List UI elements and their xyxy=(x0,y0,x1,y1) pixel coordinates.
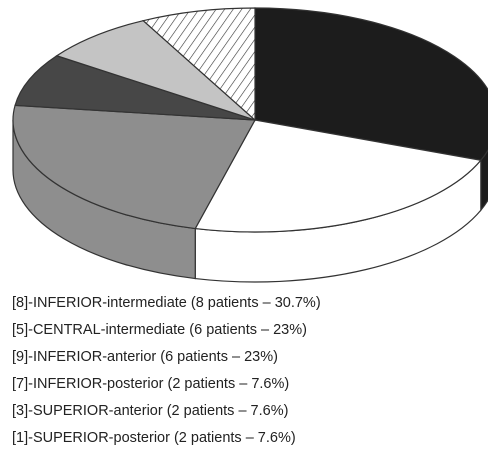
slice xyxy=(194,119,482,233)
slice xyxy=(254,7,488,161)
legend-label: [5]-CENTRAL-intermediate (6 patients – 2… xyxy=(12,322,307,338)
slice xyxy=(142,7,256,122)
slice xyxy=(12,104,256,230)
legend-label: [3]-SUPERIOR-anterior (2 patients – 7.6%… xyxy=(12,403,288,419)
slice xyxy=(55,19,256,121)
legend-label: [7]-INFERIOR-posterior (2 patients – 7.6… xyxy=(12,376,289,392)
legend-label: [1]-SUPERIOR-posterior (2 patients – 7.6… xyxy=(12,430,296,446)
legend-label: [8]-INFERIOR-intermediate (8 patients – … xyxy=(12,295,321,311)
slice xyxy=(14,55,256,121)
legend-label: [9]-INFERIOR-anterior (6 patients – 23%) xyxy=(12,349,278,365)
